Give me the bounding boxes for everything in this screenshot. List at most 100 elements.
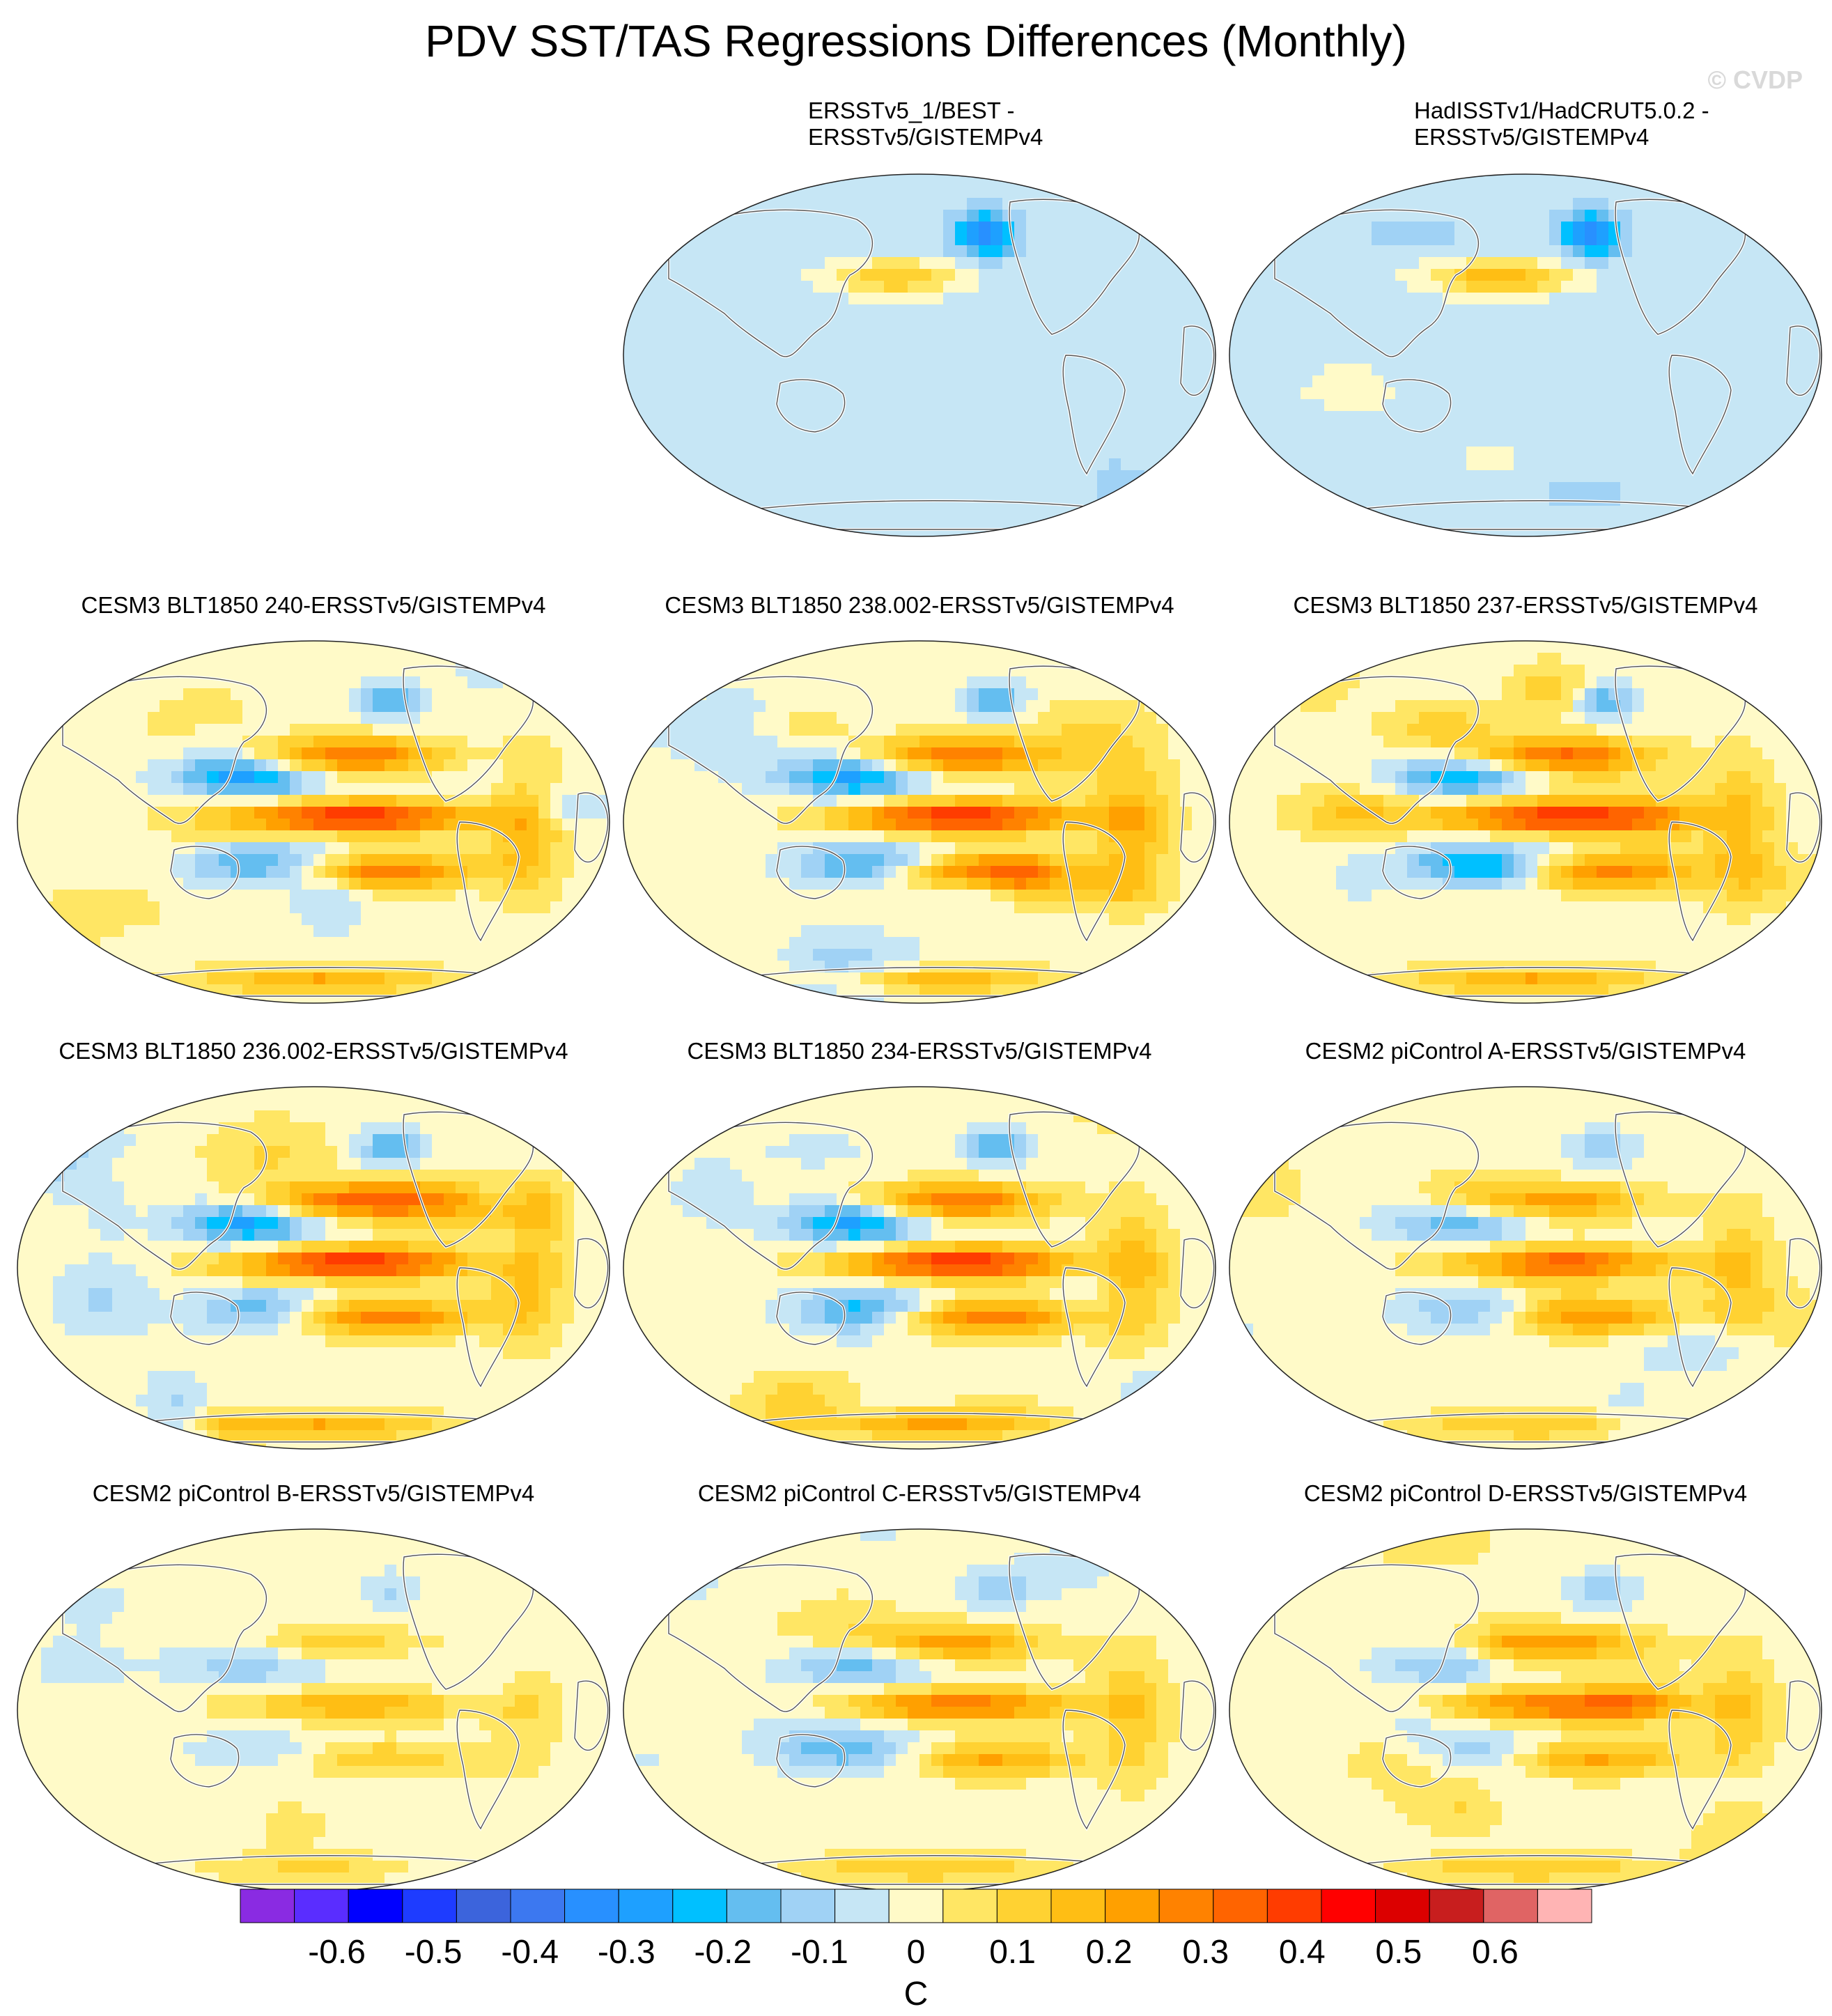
- field-cell: [801, 399, 814, 412]
- field-cell: [1168, 518, 1181, 530]
- field-cell: [1715, 387, 1728, 400]
- field-cell: [1253, 435, 1266, 447]
- field-cell: [1109, 304, 1121, 317]
- field-cell: [848, 304, 861, 317]
- field-cell: [919, 387, 932, 400]
- field-cell: [1798, 447, 1810, 459]
- field-cell: [931, 435, 944, 447]
- field-cell: [77, 653, 89, 665]
- field-cell: [1644, 222, 1656, 234]
- field-cell: [1312, 257, 1325, 270]
- field-cell: [955, 281, 968, 293]
- field-cell: [1241, 470, 1254, 483]
- field-cell: [444, 700, 456, 713]
- field-cell: [1715, 447, 1728, 459]
- field-cell: [1073, 518, 1086, 530]
- field-cell: [231, 878, 243, 890]
- field-cell: [908, 458, 920, 471]
- field-cell: [242, 795, 255, 807]
- field-cell: [396, 724, 409, 736]
- field-cell: [1502, 518, 1514, 530]
- field-cell: [1014, 399, 1027, 412]
- field-cell: [1478, 506, 1491, 518]
- field-cell: [1289, 387, 1301, 400]
- field-cell: [1751, 387, 1763, 400]
- field-cell: [1348, 257, 1360, 270]
- field-cell: [302, 712, 314, 724]
- field-cell: [1810, 304, 1822, 317]
- field-cell: [848, 328, 861, 341]
- field-cell: [1751, 210, 1763, 222]
- field-cell: [408, 653, 421, 665]
- field-cell: [100, 842, 113, 855]
- field-cell: [813, 665, 825, 677]
- field-cell: [527, 996, 539, 1003]
- field-cell: [943, 470, 956, 483]
- field-cell: [1514, 304, 1526, 317]
- field-cell: [718, 700, 731, 713]
- field-cell: [884, 222, 896, 234]
- field-cell: [1774, 340, 1787, 352]
- field-cell: [124, 665, 137, 677]
- field-cell: [1466, 423, 1479, 435]
- field-cell: [242, 890, 255, 902]
- field-cell: [65, 901, 77, 914]
- field-cell: [1062, 245, 1074, 258]
- field-cell: [124, 901, 137, 914]
- field-cell: [967, 529, 979, 536]
- field-cell: [742, 375, 754, 388]
- field-cell: [1679, 518, 1692, 530]
- field-cell: [1644, 470, 1656, 483]
- field-cell: [1597, 375, 1609, 388]
- field-cell: [777, 210, 790, 222]
- field-cell: [1395, 269, 1408, 281]
- field-cell: [1561, 340, 1574, 352]
- field-cell: [825, 518, 837, 530]
- field-cell: [1289, 328, 1301, 341]
- field-cell: [195, 901, 208, 914]
- field-cell: [1656, 340, 1668, 352]
- field-cell: [1026, 447, 1039, 459]
- field-cell: [527, 901, 539, 914]
- field-cell: [1810, 210, 1822, 222]
- field-cell: [266, 878, 279, 890]
- field-cell: [325, 771, 338, 784]
- field-cell: [623, 186, 636, 199]
- field-cell: [1691, 387, 1704, 400]
- field-cell: [1014, 411, 1027, 424]
- field-cell: [1324, 387, 1337, 400]
- field-cell: [361, 771, 373, 784]
- field-cell: [1774, 293, 1787, 305]
- field-cell: [1561, 316, 1574, 329]
- field-cell: [979, 245, 991, 258]
- field-cell: [1097, 641, 1110, 653]
- field-cell: [171, 641, 184, 653]
- field-cell: [124, 913, 137, 926]
- field-cell: [302, 641, 314, 653]
- field-cell: [1514, 222, 1526, 234]
- field-cell: [1133, 518, 1145, 530]
- field-cell: [1180, 186, 1193, 199]
- field-cell: [1751, 257, 1763, 270]
- field-cell: [88, 641, 101, 653]
- field-cell: [302, 688, 314, 701]
- field-cell: [860, 198, 873, 210]
- field-cell: [1229, 364, 1242, 376]
- field-cell: [967, 641, 979, 653]
- field-cell: [1490, 364, 1503, 376]
- field-cell: [647, 222, 660, 234]
- field-cell: [1121, 233, 1133, 246]
- panel-title: CESM3 BLT1850 238.002-ERSSTv5/GISTEMPv4: [665, 592, 1174, 618]
- field-cell: [562, 866, 575, 878]
- field-cell: [694, 316, 707, 329]
- field-cell: [183, 925, 196, 938]
- field-cell: [1691, 423, 1704, 435]
- field-cell: [1443, 340, 1455, 352]
- field-cell: [100, 901, 113, 914]
- field-cell: [302, 676, 314, 689]
- field-cell: [1277, 269, 1289, 281]
- field-cell: [313, 901, 326, 914]
- field-cell: [538, 842, 551, 855]
- field-cell: [1289, 529, 1301, 536]
- field-cell: [1312, 352, 1325, 364]
